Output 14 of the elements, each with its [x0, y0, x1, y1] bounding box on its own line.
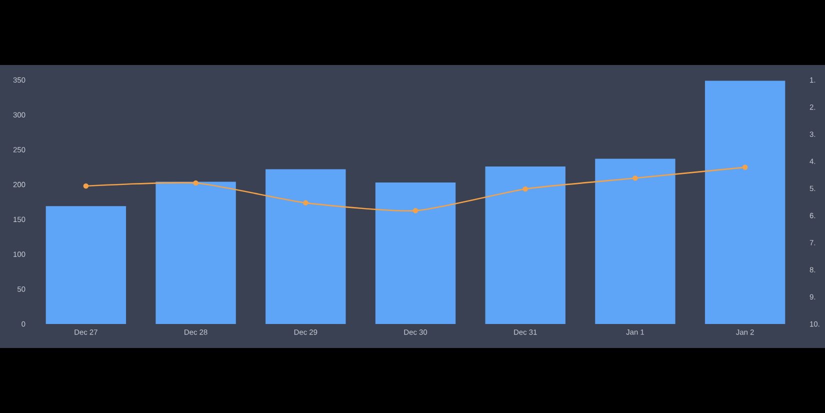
bar [704, 80, 786, 324]
point [83, 183, 89, 189]
point [522, 186, 528, 192]
bar [375, 182, 456, 324]
bar [156, 182, 236, 324]
point [303, 200, 308, 206]
point [412, 208, 418, 214]
bar [266, 169, 346, 324]
bar [46, 206, 126, 324]
bar [595, 158, 676, 324]
point [742, 164, 748, 170]
bar [485, 166, 566, 324]
point [193, 180, 198, 186]
point [632, 176, 638, 181]
